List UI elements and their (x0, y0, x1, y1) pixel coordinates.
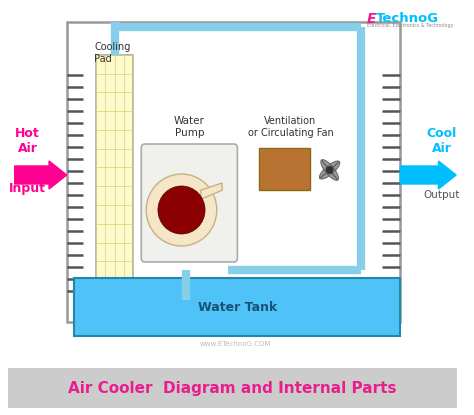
Circle shape (158, 186, 205, 234)
Bar (73, 278, 400, 336)
FancyArrow shape (400, 161, 456, 189)
FancyArrow shape (15, 161, 67, 189)
Text: Cool
Air: Cool Air (426, 127, 456, 155)
Text: Electrical, Electronics & Technology: Electrical, Electronics & Technology (367, 23, 454, 28)
Polygon shape (321, 160, 338, 181)
Circle shape (146, 174, 217, 246)
Bar (8, 368, 457, 408)
Bar (67, 22, 400, 322)
Text: Water Tank: Water Tank (198, 300, 277, 313)
Text: Hot
Air: Hot Air (15, 127, 40, 155)
Bar (96, 55, 133, 280)
Text: www.ETechnoG.COM: www.ETechnoG.COM (200, 341, 271, 347)
Polygon shape (201, 183, 222, 199)
Text: Input: Input (9, 182, 46, 195)
Polygon shape (319, 161, 340, 179)
Bar (259, 148, 310, 190)
Text: E: E (367, 12, 376, 26)
Text: Air Cooler  Diagram and Internal Parts: Air Cooler Diagram and Internal Parts (68, 381, 397, 395)
Text: Ventilation
or Circulating Fan: Ventilation or Circulating Fan (247, 116, 333, 138)
Circle shape (326, 166, 334, 174)
Text: Cooling
Pad: Cooling Pad (94, 42, 130, 63)
Text: Output: Output (423, 190, 460, 200)
FancyBboxPatch shape (141, 144, 237, 262)
Text: Water
Pump: Water Pump (174, 116, 205, 138)
Text: TechnoG: TechnoG (376, 12, 439, 25)
